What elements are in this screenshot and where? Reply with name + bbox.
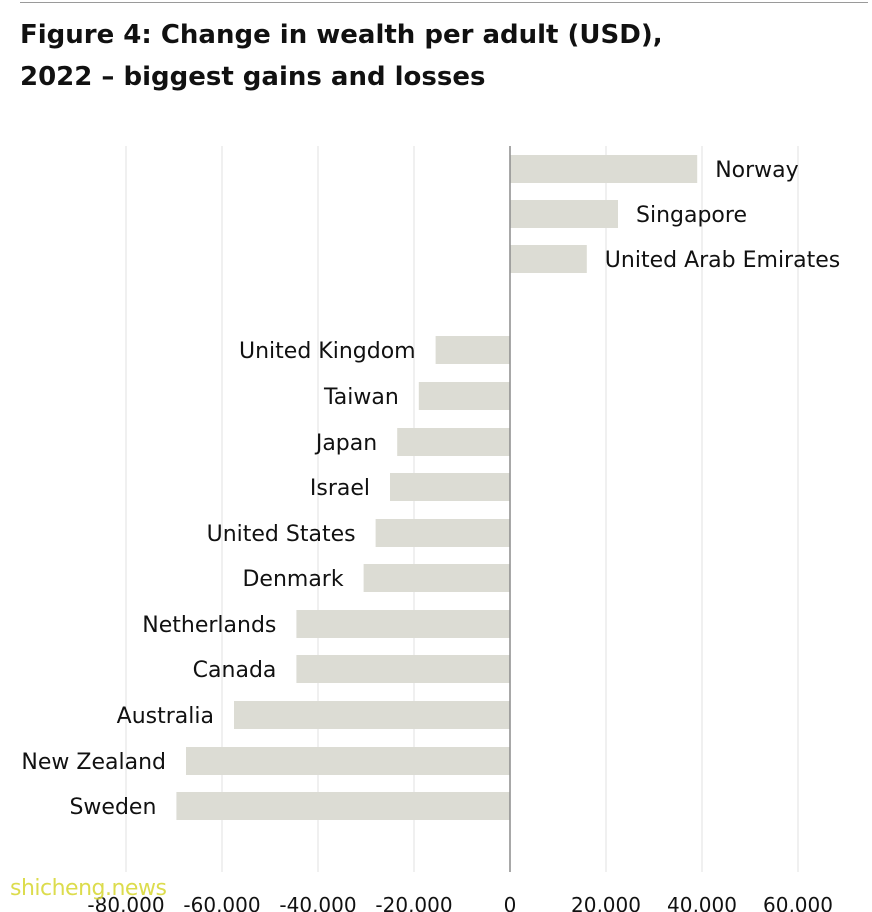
category-label: New Zealand xyxy=(21,750,166,775)
category-label: Israel xyxy=(310,476,370,501)
category-label: Taiwan xyxy=(323,385,399,410)
category-label: United States xyxy=(207,522,356,547)
category-label: Netherlands xyxy=(142,613,276,638)
bar xyxy=(510,155,698,183)
chart-title-line-1: Figure 4: Change in wealth per adult (US… xyxy=(20,20,663,50)
x-tick-label: -60,000 xyxy=(183,893,260,912)
bar xyxy=(418,382,510,410)
x-tick-label: 0 xyxy=(504,893,517,912)
chart-title: Figure 4: Change in wealth per adult (US… xyxy=(20,14,850,98)
category-label: United Arab Emirates xyxy=(605,248,840,273)
category-label: Singapore xyxy=(636,203,747,228)
x-tick-label: 20,000 xyxy=(571,893,641,912)
watermark: shicheng.news xyxy=(10,876,167,901)
x-tick-label: -20,000 xyxy=(375,893,452,912)
category-label: Australia xyxy=(117,704,214,729)
bar xyxy=(510,245,587,273)
chart-title-line-2: 2022 – biggest gains and losses xyxy=(20,62,486,92)
bar xyxy=(186,747,510,775)
bar xyxy=(397,428,510,456)
bar xyxy=(390,473,510,501)
bar xyxy=(435,336,510,364)
bar xyxy=(176,792,510,820)
x-tick-label: 40,000 xyxy=(667,893,737,912)
x-tick-label: 60,000 xyxy=(763,893,833,912)
bar xyxy=(296,655,510,683)
category-label: United Kingdom xyxy=(239,339,416,364)
category-label: Sweden xyxy=(69,795,156,820)
bar xyxy=(234,701,510,729)
category-label: Denmark xyxy=(242,567,343,592)
bar xyxy=(296,610,510,638)
top-rule xyxy=(20,2,868,3)
x-tick-label: -80,000 xyxy=(87,893,164,912)
bar xyxy=(510,200,618,228)
x-tick-label: -40,000 xyxy=(279,893,356,912)
bar xyxy=(363,564,510,592)
category-label: Norway xyxy=(715,158,798,183)
category-label: Canada xyxy=(193,658,277,683)
bar xyxy=(375,519,510,547)
category-label: Japan xyxy=(314,431,377,456)
